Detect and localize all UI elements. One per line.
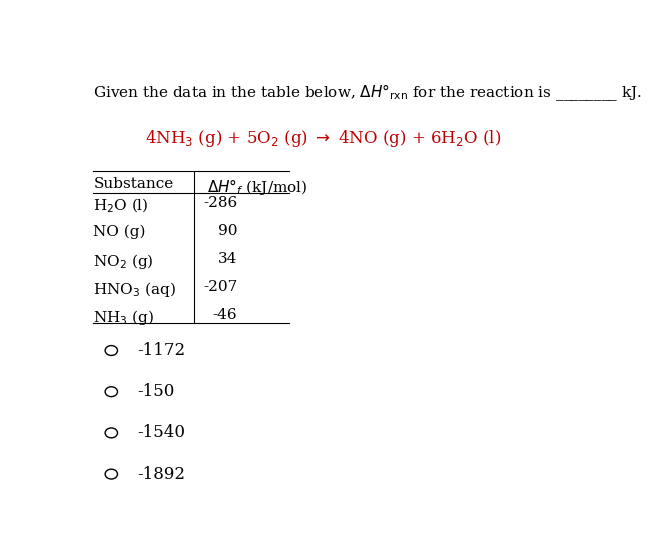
Text: -150: -150 <box>137 383 175 400</box>
Text: $\Delta H°_f$ (kJ/mol): $\Delta H°_f$ (kJ/mol) <box>207 178 307 197</box>
Text: -207: -207 <box>203 280 238 294</box>
Text: -1892: -1892 <box>137 465 185 483</box>
Text: Given the data in the table below, $\mathit{\Delta H°_{\rm rxn}}$ for the reacti: Given the data in the table below, $\mat… <box>93 83 642 103</box>
Text: Substance: Substance <box>93 178 173 192</box>
Text: HNO$_3$ (aq): HNO$_3$ (aq) <box>93 280 176 299</box>
Text: -1172: -1172 <box>137 342 185 359</box>
Text: -286: -286 <box>203 196 238 210</box>
Text: H$_2$O (l): H$_2$O (l) <box>93 196 149 215</box>
Text: -46: -46 <box>212 308 238 322</box>
Text: 4NH$_3$ (g) + 5O$_2$ (g) $\rightarrow$ 4NO (g) + 6H$_2$O (l): 4NH$_3$ (g) + 5O$_2$ (g) $\rightarrow$ 4… <box>145 128 501 149</box>
Text: 34: 34 <box>218 252 238 266</box>
Text: NH$_3$ (g): NH$_3$ (g) <box>93 308 155 327</box>
Text: NO (g): NO (g) <box>93 224 146 239</box>
Text: NO$_2$ (g): NO$_2$ (g) <box>93 252 154 271</box>
Text: 90: 90 <box>218 224 238 238</box>
Text: -1540: -1540 <box>137 424 185 441</box>
